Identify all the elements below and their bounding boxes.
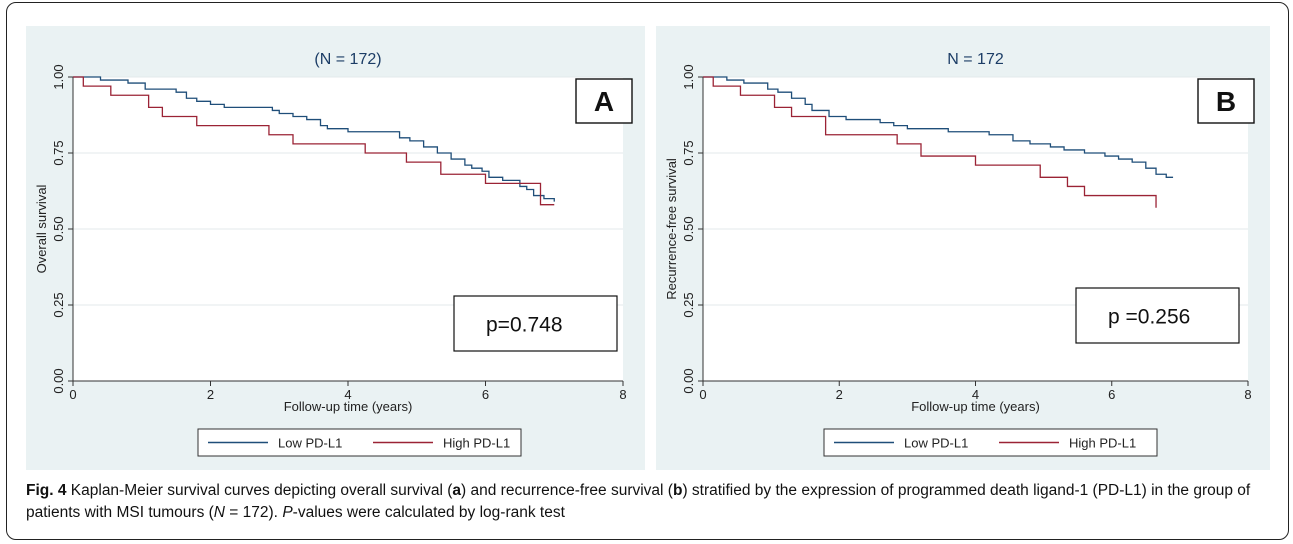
- figure-caption: Fig. 4 Kaplan-Meier survival curves depi…: [26, 480, 1271, 524]
- caption-fig-label: Fig. 4: [26, 482, 67, 499]
- legend-label: High PD-L1: [1069, 436, 1136, 451]
- panel-a-overall-survival: 0.00 0.25 0.50 0.75 1.00 0 2 4 6 8 (N = 172) Follow…: [26, 26, 645, 470]
- y-tick-label: 0.25: [681, 292, 696, 317]
- caption-text-4: = 172).: [225, 504, 283, 521]
- chart-a: 0.00 0.25 0.50 0.75 1.00 0 2 4 6 8 (N = 172) Follow…: [34, 51, 633, 457]
- series-line-low-pd-l1: [73, 76, 555, 202]
- y-tick-label: 0.00: [681, 368, 696, 393]
- y-axis-label: Overall survival: [34, 184, 49, 273]
- panel-label-box: [1197, 78, 1255, 124]
- x-tick-label: 0: [699, 387, 706, 402]
- panel-label: B: [1216, 86, 1236, 117]
- y-axis-label: Recurrence-free survival: [664, 158, 679, 300]
- caption-text-2: ) and recurrence-free survival (: [461, 482, 673, 499]
- series-line-high-pd-l1: [703, 76, 1157, 208]
- series-line-low-pd-l1: [703, 76, 1174, 178]
- x-tick-label: 4: [344, 387, 351, 402]
- y-tick-label: 0.25: [51, 292, 66, 317]
- y-tick-label: 0.50: [51, 216, 66, 241]
- caption-b: b: [672, 482, 683, 499]
- x-tick-label: 6: [1108, 387, 1115, 402]
- chart-title: N = 172: [947, 51, 1004, 68]
- x-tick-label: 2: [836, 387, 843, 402]
- caption-text-5: -values were calculated by log-rank test: [292, 504, 565, 521]
- x-tick-label: 8: [1244, 387, 1251, 402]
- y-tick-label: 0.50: [681, 216, 696, 241]
- caption-text-1: Kaplan-Meier survival curves depicting o…: [66, 482, 453, 499]
- y-tick-label: 0.75: [681, 140, 696, 165]
- panel-b-recurrence-free-survival: 0.00 0.25 0.50 0.75 1.00 0 2 4 6 8 N = 172 Follow-u…: [656, 26, 1270, 470]
- panel-label-box: [575, 78, 633, 124]
- chart-title: (N = 172): [314, 51, 381, 68]
- x-tick-label: 8: [619, 387, 626, 402]
- figure-frame: [6, 2, 1289, 540]
- caption-text-3: ) stratified by the expression of progra…: [26, 482, 1251, 521]
- x-tick-label: 0: [69, 387, 76, 402]
- x-axis-label: Follow-up time (years): [911, 399, 1040, 414]
- p-value-box: [1075, 287, 1240, 344]
- panel-label: A: [594, 86, 614, 117]
- caption-p: P: [282, 504, 293, 521]
- p-value-box: [453, 295, 618, 352]
- legend-label: High PD-L1: [443, 436, 510, 451]
- p-value-annotation: p=0.748: [486, 314, 563, 337]
- p-value-annotation: p =0.256: [1108, 306, 1190, 329]
- y-tick-label: 0.75: [51, 140, 66, 165]
- series-line-high-pd-l1: [73, 76, 555, 206]
- y-tick-label: 1.00: [681, 64, 696, 89]
- x-tick-label: 6: [482, 387, 489, 402]
- x-tick-label: 4: [972, 387, 979, 402]
- x-tick-label: 2: [207, 387, 214, 402]
- legend-label: Low PD-L1: [278, 436, 342, 451]
- caption-n: N: [213, 504, 225, 521]
- x-axis-label: Follow-up time (years): [284, 399, 413, 414]
- chart-b: 0.00 0.25 0.50 0.75 1.00 0 2 4 6 8 N = 172 Follow-u…: [664, 51, 1255, 457]
- y-tick-label: 0.00: [51, 368, 66, 393]
- y-tick-label: 1.00: [51, 64, 66, 89]
- legend-label: Low PD-L1: [904, 436, 968, 451]
- caption-a: a: [452, 482, 462, 499]
